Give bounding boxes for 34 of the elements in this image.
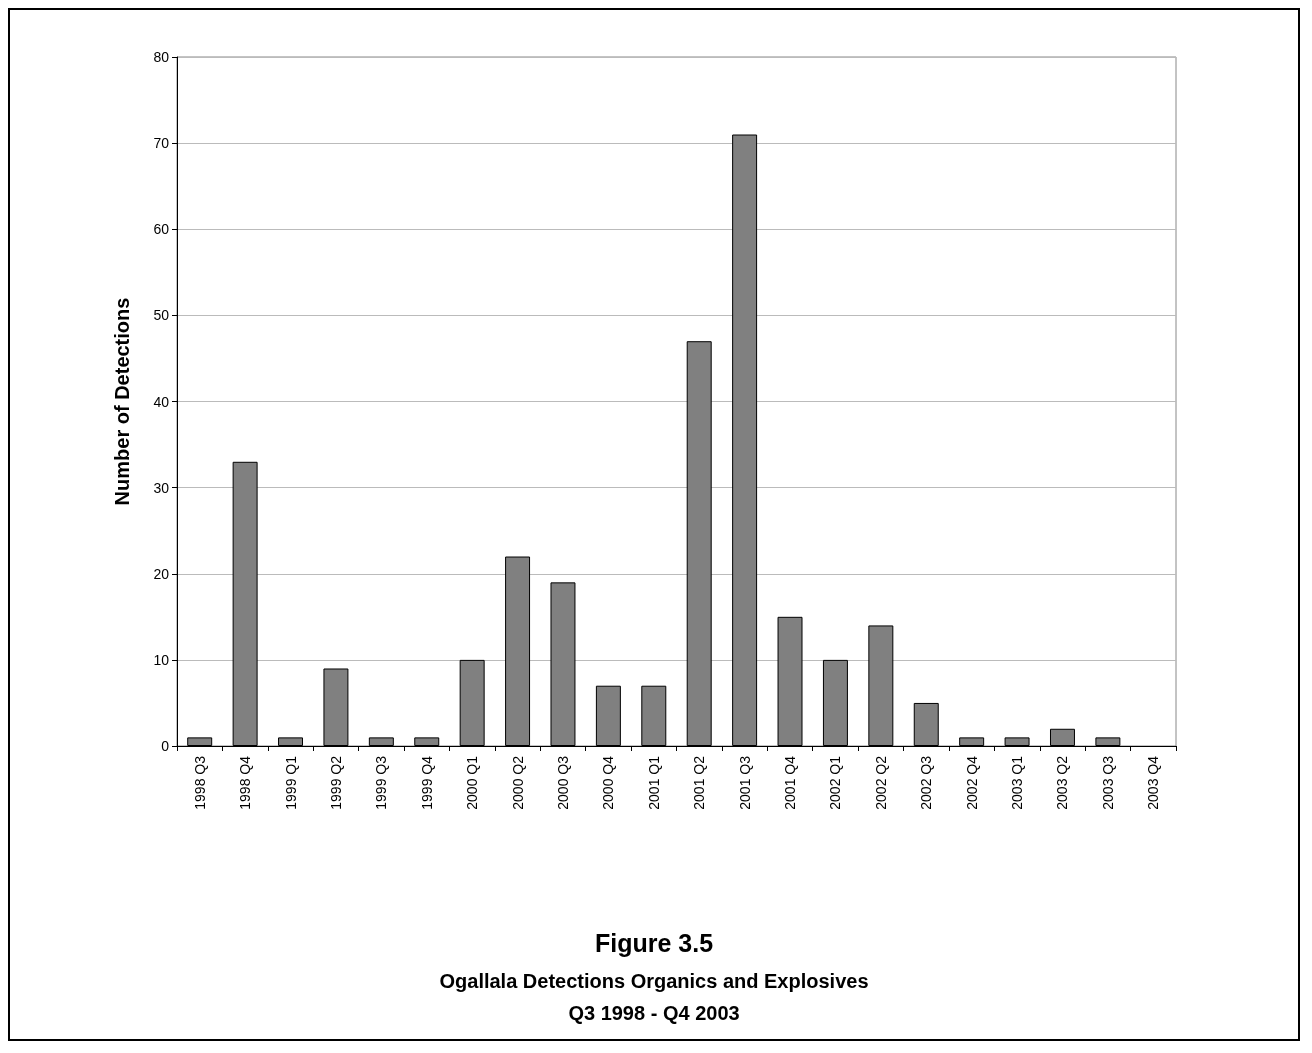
x-tick-label: 2002 Q2 bbox=[872, 755, 889, 810]
y-tick-label: 70 bbox=[153, 135, 170, 152]
x-tick-label: 2001 Q2 bbox=[691, 755, 708, 810]
text: Ogallala Detections Organics and Explosives Q3 1998 - Q4 2003 bbox=[439, 970, 869, 1024]
x-tick-label: 2001 Q4 bbox=[782, 755, 799, 810]
y-tick-label: 40 bbox=[153, 393, 170, 410]
x-tick-label: 2003 Q2 bbox=[1054, 755, 1071, 810]
y-tick-label: 20 bbox=[153, 565, 170, 582]
y-tick-label: 30 bbox=[153, 479, 170, 496]
y-tick-label: 10 bbox=[153, 651, 170, 668]
x-tick-label: 2003 Q1 bbox=[1009, 755, 1026, 810]
x-tick-label: 2000 Q4 bbox=[600, 755, 617, 810]
x-tick-label: 2003 Q4 bbox=[1145, 755, 1162, 810]
x-tick-label: 2002 Q4 bbox=[963, 755, 980, 810]
x-tick-label: 2002 Q1 bbox=[827, 755, 844, 810]
x-tick-label: 1998 Q4 bbox=[237, 755, 254, 810]
y-tick-label: 50 bbox=[153, 307, 170, 324]
y-axis-title: Number of Detections bbox=[111, 297, 133, 506]
x-tick-label: 2000 Q3 bbox=[554, 755, 571, 810]
x-tick-label: 2001 Q3 bbox=[736, 755, 753, 810]
y-tick-label: 80 bbox=[153, 49, 170, 65]
x-tick-label: 1999 Q4 bbox=[418, 755, 435, 810]
x-tick-label: 1998 Q3 bbox=[191, 755, 208, 810]
x-tick-label: 1999 Q3 bbox=[373, 755, 390, 810]
x-tick-label: 2000 Q1 bbox=[464, 755, 481, 810]
x-tick-label: 1999 Q1 bbox=[282, 755, 299, 810]
x-tick-label: 2002 Q3 bbox=[918, 755, 935, 810]
x-tick-label: 1999 Q2 bbox=[327, 755, 344, 810]
text: Figure 3.5 bbox=[594, 928, 714, 957]
x-tick-label: 2000 Q2 bbox=[509, 755, 526, 810]
y-tick-label: 60 bbox=[153, 221, 170, 238]
x-tick-label: 2003 Q3 bbox=[1099, 755, 1116, 810]
x-tick-label: 2001 Q1 bbox=[645, 755, 662, 810]
y-tick-label: 0 bbox=[161, 738, 170, 754]
